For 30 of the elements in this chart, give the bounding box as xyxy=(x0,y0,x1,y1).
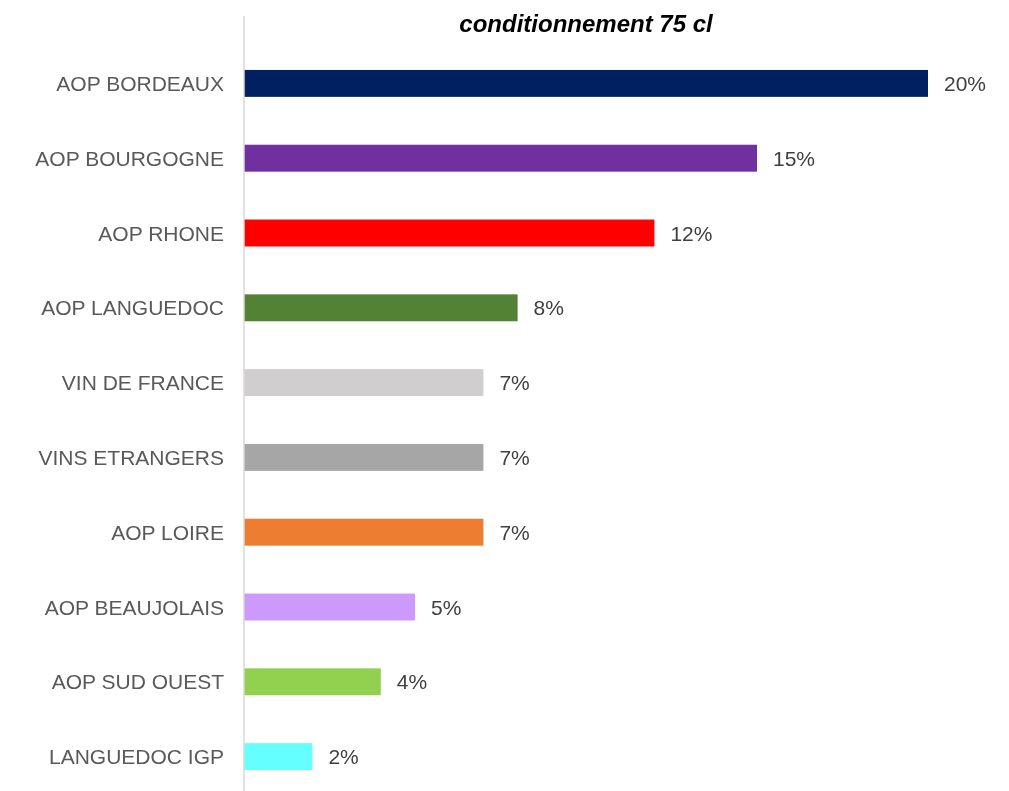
bar xyxy=(244,593,415,621)
chart-title: conditionnement 75 cl xyxy=(459,10,715,37)
bar xyxy=(244,443,484,471)
bar xyxy=(244,518,484,546)
data-label: 5% xyxy=(431,595,462,619)
y-tick-label: VIN DE FRANCE xyxy=(61,371,224,395)
y-tick-label: LANGUEDOC IGP xyxy=(48,745,224,769)
y-tick-label: AOP BORDEAUX xyxy=(56,71,224,95)
data-label: 20% xyxy=(944,71,987,95)
bar xyxy=(244,219,655,247)
data-label: 12% xyxy=(670,221,713,245)
bar xyxy=(244,69,928,97)
y-tick-label: AOP RHONE xyxy=(98,221,224,245)
data-label: 15% xyxy=(773,146,816,170)
bar xyxy=(244,668,381,696)
y-tick-label: AOP LOIRE xyxy=(111,520,224,544)
data-label: 4% xyxy=(396,670,428,694)
y-tick-label: AOP BEAUJOLAIS xyxy=(44,595,224,619)
bar xyxy=(244,294,518,322)
data-label: 7% xyxy=(499,520,530,544)
data-label: 8% xyxy=(533,296,564,320)
y-tick-label: VINS ETRANGERS xyxy=(38,445,224,469)
bar xyxy=(244,144,757,172)
data-label: 2% xyxy=(328,745,359,769)
y-tick-label: AOP BOURGOGNE xyxy=(35,146,224,170)
y-tick-label: AOP SUD OUEST xyxy=(51,670,225,694)
data-label: 7% xyxy=(499,371,530,395)
y-tick-label: AOP LANGUEDOC xyxy=(41,296,224,320)
data-label: 7% xyxy=(499,445,530,469)
bar xyxy=(244,743,313,771)
